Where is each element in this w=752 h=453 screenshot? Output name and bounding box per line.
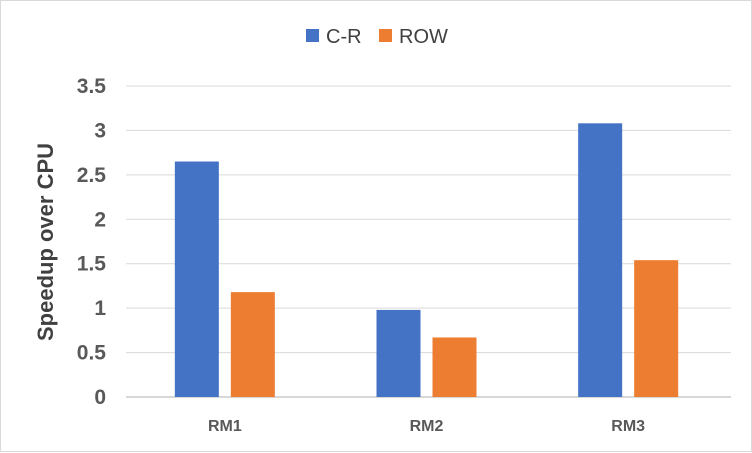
y-axis-title: Speedup over CPU (33, 143, 58, 341)
x-axis-categories: RM1 RM2 RM3 (208, 418, 645, 435)
legend: C-R ROW (306, 26, 448, 48)
y-tick-label: 3.5 (77, 75, 107, 98)
bars (174, 123, 679, 397)
y-tick-label: 2.5 (77, 164, 107, 187)
bar-row-rm1 (230, 292, 275, 397)
bar-c-r-rm1 (174, 161, 219, 397)
y-tick-label: 1.5 (77, 253, 107, 276)
y-tick-label: 1 (94, 297, 106, 320)
legend-label: ROW (399, 26, 448, 48)
legend-label: C-R (326, 26, 362, 48)
bar-c-r-rm2 (376, 309, 421, 397)
bar-c-r-rm3 (578, 123, 623, 397)
y-tick-label: 3 (94, 119, 106, 142)
gridlines (126, 85, 731, 354)
y-tick-label: 2 (94, 208, 106, 231)
x-category-label: RM2 (410, 418, 444, 435)
y-tick-label: 0 (94, 386, 106, 409)
y-tick-label: 0.5 (77, 342, 107, 365)
bar-row-rm3 (634, 260, 679, 397)
x-category-label: RM3 (611, 418, 645, 435)
bar-row-rm2 (432, 337, 477, 397)
y-axis-ticks: 0 0.5 1 1.5 2 2.5 3 3.5 (77, 75, 107, 409)
legend-swatch (306, 29, 319, 42)
legend-swatch (379, 29, 392, 42)
x-category-label: RM1 (208, 418, 242, 435)
